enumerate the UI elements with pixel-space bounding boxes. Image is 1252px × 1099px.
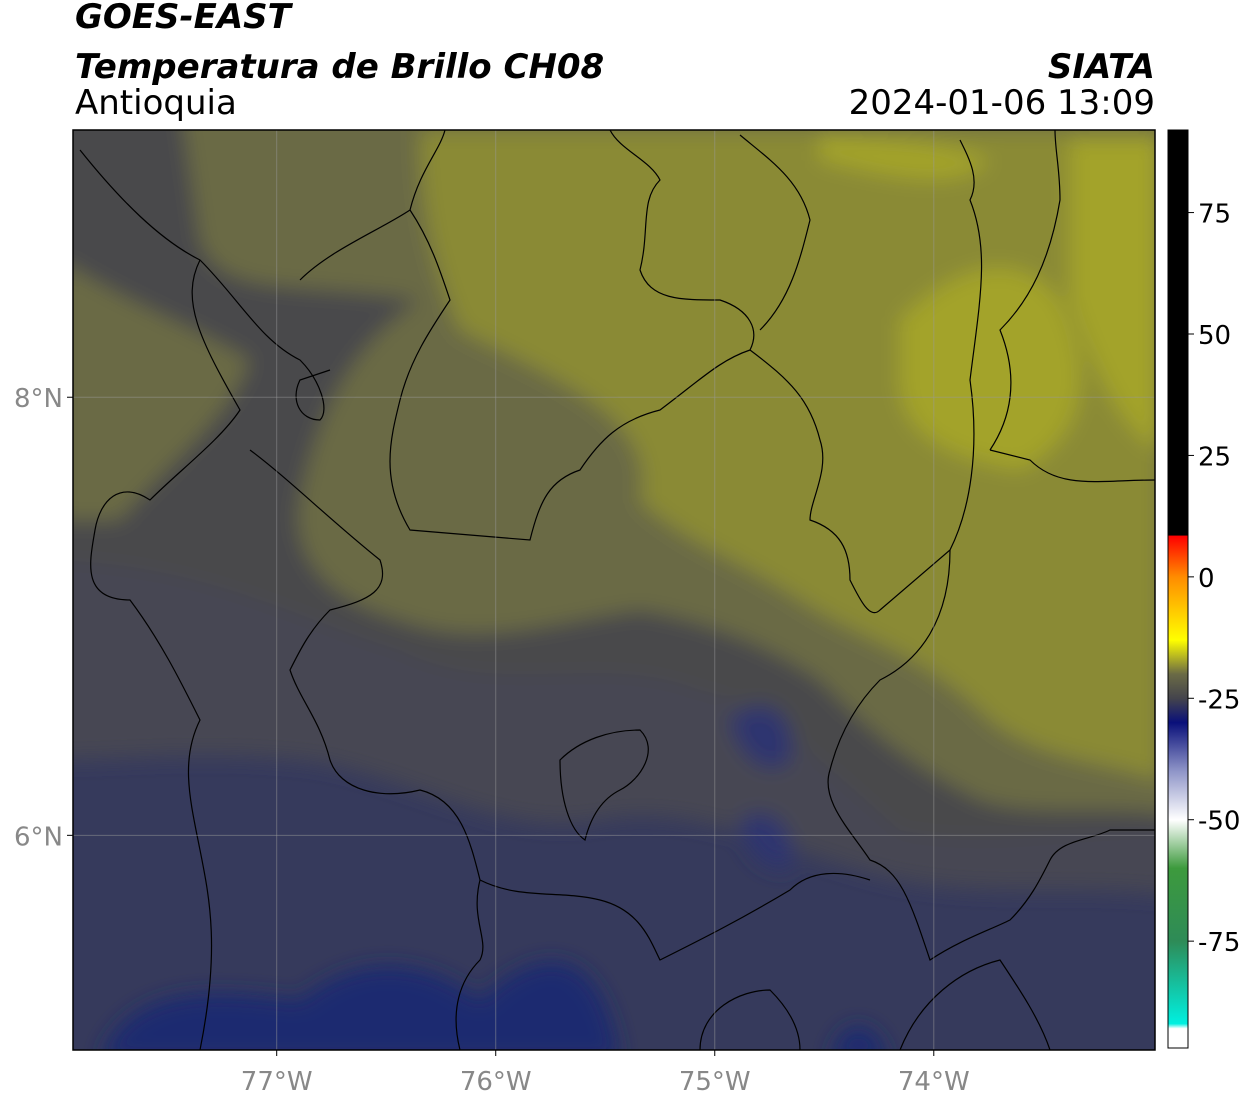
colorbar-tick-label: 25 (1198, 442, 1231, 472)
region: Antioquia (75, 83, 237, 123)
x-tick-label: 76°W (460, 1067, 532, 1097)
colorbar-tick-label: -25 (1198, 685, 1240, 715)
map-frame (72, 129, 1156, 1051)
x-tick-label: 77°W (241, 1067, 313, 1097)
map-field (73, 130, 1155, 1050)
x-tick-label: 74°W (898, 1067, 970, 1097)
colorbar (1167, 129, 1189, 1049)
boundaries (79, 130, 1155, 1050)
subtitle: Temperatura de Brillo CH08 (75, 47, 604, 87)
colorbar-tick-label: 0 (1198, 564, 1215, 594)
datetime: 2024-01-06 13:09 (849, 83, 1155, 123)
y-tick-label: 8°N (14, 384, 63, 414)
colorbar-tick-label: 75 (1198, 200, 1231, 230)
colorbar-tick-label: -75 (1198, 928, 1240, 958)
colorbar-tick-label: 50 (1198, 321, 1231, 351)
title: GOES-EAST (75, 0, 294, 37)
y-tick-label: 6°N (14, 822, 63, 852)
colorbar-tick-label: -50 (1198, 807, 1240, 837)
x-tick-label: 75°W (679, 1067, 751, 1097)
source: SIATA (1048, 47, 1155, 87)
